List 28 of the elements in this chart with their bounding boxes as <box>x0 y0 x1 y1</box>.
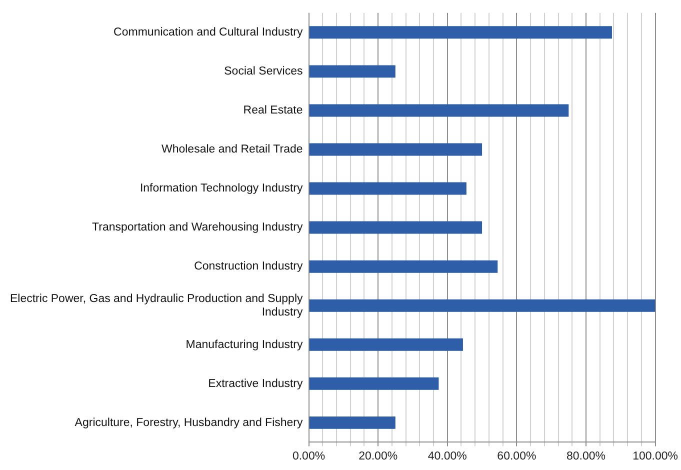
y-tick-label: Wholesale and Retail Trade <box>161 144 303 156</box>
y-tick-label: Real Estate <box>243 104 303 117</box>
y-tick-label: Information Technology Industry <box>140 182 304 195</box>
bar <box>309 338 463 351</box>
bar <box>309 143 482 156</box>
y-tick-label: Agriculture, Forestry, Husbandry and Fishery <box>74 416 303 429</box>
x-tick-label: 100.00% <box>632 450 678 462</box>
x-tick-label: 60.00% <box>497 450 536 462</box>
y-tick-label: Manufacturing Industry <box>186 338 304 351</box>
y-tick-label: Electric Power, Gas and Hydraulic Production and Supply Industry <box>10 292 304 319</box>
bar <box>309 26 612 39</box>
x-tick-label: 80.00% <box>566 450 606 462</box>
x-tick-label: 0.00% <box>292 450 326 462</box>
x-tick-label: 20.00% <box>358 450 398 462</box>
y-tick-label: Social Services <box>224 66 303 78</box>
y-tick-label: Extractive Industry <box>208 378 304 390</box>
y-tick-label: Communication and Cultural Industry <box>114 26 304 39</box>
y-tick-label: Transportation and Warehousing Industry <box>92 222 304 234</box>
bar <box>309 299 656 312</box>
bar <box>309 416 396 429</box>
bar <box>309 104 569 117</box>
bar <box>309 260 498 273</box>
y-tick-label: Construction Industry <box>194 260 303 273</box>
x-tick-label: 40.00% <box>428 450 467 462</box>
bar <box>309 65 396 78</box>
bar <box>309 221 482 234</box>
bar <box>309 182 466 195</box>
bar <box>309 377 439 390</box>
